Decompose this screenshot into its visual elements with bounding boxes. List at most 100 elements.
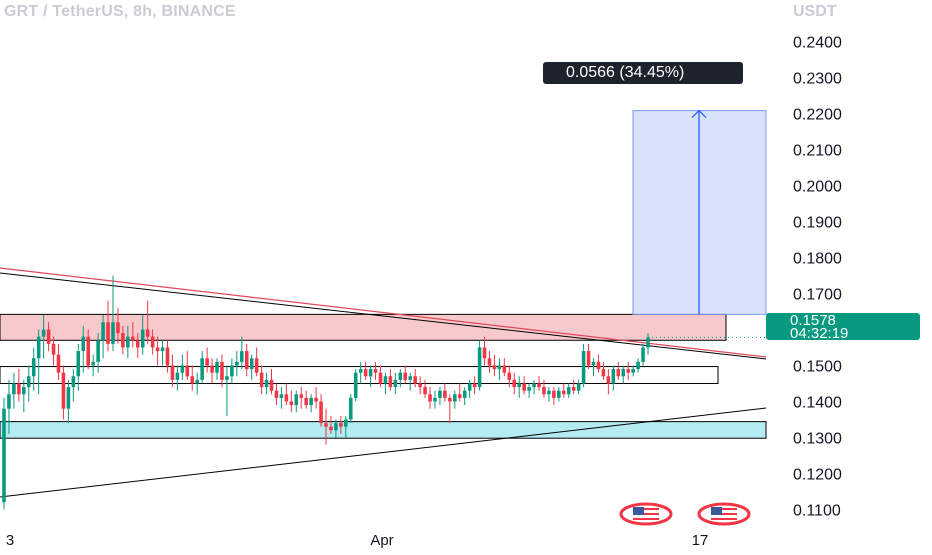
candle-body — [383, 376, 388, 384]
candle-body — [527, 387, 531, 391]
candle-body — [86, 336, 90, 366]
bar-countdown: 04:32:19 — [790, 325, 849, 342]
candle-body — [66, 387, 71, 409]
x-tick-label: 3 — [6, 532, 14, 549]
last-price-tag: 0.1578 04:32:19 — [766, 313, 920, 342]
candle-body — [557, 390, 561, 398]
candle-body — [378, 372, 383, 384]
y-tick-label: 0.2300 — [793, 70, 842, 87]
candle-body — [294, 394, 299, 406]
candle-body — [596, 361, 601, 370]
candle-body — [566, 387, 571, 395]
candle-body — [264, 379, 269, 388]
candle-body — [363, 369, 368, 377]
y-tick-label: 0.1500 — [793, 358, 842, 375]
candle-body — [254, 358, 259, 373]
candle-body — [36, 336, 41, 359]
us-flag-icon[interactable] — [697, 502, 751, 526]
y-tick-label: 0.1200 — [793, 466, 842, 483]
candle-body — [121, 333, 125, 348]
candle-body — [175, 372, 180, 380]
us-flag-icon[interactable] — [619, 502, 673, 526]
candle-body — [91, 361, 95, 366]
candle-body — [537, 383, 541, 388]
candle-body — [106, 322, 110, 344]
candle-body — [512, 379, 517, 388]
candle-body — [309, 397, 313, 406]
candle-body — [388, 376, 393, 388]
candle-body — [462, 390, 467, 398]
candle-body — [131, 336, 135, 341]
candle-body — [552, 390, 556, 398]
candle-body — [547, 390, 551, 395]
candle-body — [433, 397, 437, 402]
support-zone — [0, 421, 767, 439]
x-tick-label: 17 — [692, 532, 709, 549]
candle-body — [279, 394, 284, 398]
candle-body — [155, 347, 160, 352]
candle-body — [135, 340, 140, 348]
candle-body — [190, 376, 195, 384]
candle-body — [71, 376, 76, 388]
candle-body — [185, 365, 190, 377]
candle-body — [348, 397, 353, 420]
y-tick-label: 0.1300 — [793, 430, 842, 447]
candle-body — [215, 361, 219, 373]
trendline-red — [0, 267, 767, 358]
candle-body — [46, 329, 51, 344]
candle-body — [230, 365, 234, 377]
x-tick-label: Apr — [370, 532, 393, 549]
candle-body — [631, 369, 635, 373]
candle-body — [96, 340, 100, 362]
candle-body — [205, 358, 209, 366]
candle-body — [200, 358, 204, 380]
symbol-title: GRT / TetherUS, 8h, BINANCE — [4, 3, 236, 20]
candle-body — [626, 369, 630, 373]
zones-layer — [0, 109, 767, 439]
candle-body — [220, 361, 224, 380]
candle-body — [398, 372, 403, 380]
candle-body — [111, 322, 115, 344]
y-tick-label: 0.2000 — [793, 178, 842, 195]
trendline-black-upper — [0, 272, 767, 360]
y-tick-label: 0.1100 — [793, 502, 841, 519]
range-box — [0, 366, 719, 384]
y-tick-label: 0.2100 — [793, 142, 842, 159]
candle-body — [116, 322, 120, 334]
candle-body — [453, 394, 457, 402]
candles-layer — [2, 275, 766, 510]
candle-body — [244, 351, 249, 370]
candle-body — [324, 423, 328, 427]
candle-body — [314, 397, 318, 402]
trendline-black-lower — [0, 407, 767, 498]
candle-body — [636, 361, 640, 370]
candle-body — [180, 365, 185, 373]
candle-body — [606, 376, 611, 384]
candle-body — [562, 390, 566, 395]
candle-body — [170, 365, 175, 380]
candle-body — [358, 369, 363, 373]
candle-body — [487, 358, 492, 366]
currency-label: USDT — [793, 3, 837, 20]
candle-body — [126, 336, 130, 348]
candle-body — [274, 390, 279, 398]
candle-body — [507, 372, 512, 380]
candle-body — [304, 397, 308, 406]
candle-body — [145, 329, 150, 337]
candle-body — [532, 383, 536, 388]
candle-body — [334, 423, 338, 431]
candle-body — [576, 383, 581, 391]
candle-body — [443, 390, 447, 398]
candle-body — [344, 419, 348, 427]
candle-body — [467, 383, 472, 391]
candle-body — [472, 383, 477, 388]
candle-body — [601, 369, 606, 377]
candle-body — [616, 369, 621, 377]
candle-body — [423, 387, 427, 395]
candle-body — [353, 372, 358, 398]
y-tick-label: 0.1900 — [793, 214, 842, 231]
candle-body — [289, 401, 294, 406]
candle-body — [235, 361, 239, 366]
